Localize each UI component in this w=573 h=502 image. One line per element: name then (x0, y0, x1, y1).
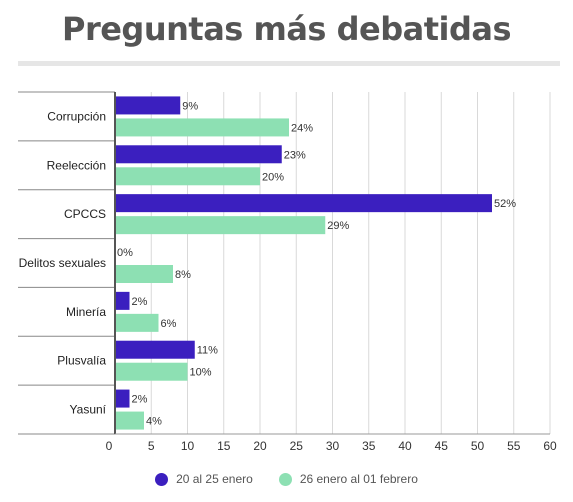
x-tick-label: 50 (471, 439, 485, 453)
bar-series-2 (116, 265, 173, 283)
data-label: 11% (197, 345, 218, 357)
legend-item-series-2[interactable]: 26 enero al 01 febrero (278, 472, 418, 486)
x-tick-label: 0 (106, 439, 113, 453)
category-label: Minería (66, 305, 106, 319)
x-tick-label: 15 (217, 439, 231, 453)
bar-series-1 (116, 389, 130, 408)
x-tick-label: 10 (181, 439, 195, 453)
bar-series-2 (116, 411, 144, 430)
chart-title: Preguntas más debatidas (61, 10, 512, 48)
legend-label-series-2: 26 enero al 01 febrero (299, 472, 418, 486)
category-label: CPCCS (64, 207, 106, 221)
data-label: 2% (132, 296, 148, 308)
data-label: 2% (132, 394, 148, 406)
chart-legend: 20 al 25 enero 26 enero al 01 febrero (0, 472, 573, 486)
bar-series-1 (116, 291, 130, 310)
legend-swatch-series-2 (278, 472, 292, 486)
title-divider (18, 61, 560, 66)
bar-series-2 (116, 313, 159, 332)
data-label: 4% (146, 416, 162, 428)
bar-chart: 0 5 10 15 20 25 30 35 40 45 50 55 60 Corrupción 9% 24% R… (18, 91, 557, 453)
data-label: 0% (117, 247, 133, 259)
data-label: 8% (175, 269, 191, 281)
data-label: 24% (291, 122, 313, 134)
category-label: Reelección (47, 158, 106, 172)
category-label: Corrupción (47, 109, 106, 123)
x-tick-label: 45 (435, 439, 449, 453)
data-label: 10% (190, 367, 212, 379)
category-label: Yasuní (70, 403, 107, 417)
data-label: 6% (161, 318, 177, 330)
bar-series-1 (116, 194, 492, 213)
x-tick-label: 55 (507, 439, 521, 453)
bar-series-1 (116, 340, 195, 359)
x-tick-label: 35 (362, 439, 376, 453)
x-tick-label: 60 (543, 439, 557, 453)
bar-series-1 (116, 145, 282, 164)
bar-series-2 (116, 216, 326, 235)
bar-series-2 (116, 362, 188, 381)
x-tick-label: 30 (326, 439, 340, 453)
legend-item-series-1[interactable]: 20 al 25 enero (155, 472, 253, 486)
x-tick-label: 5 (148, 439, 155, 453)
legend-label-series-1: 20 al 25 enero (176, 472, 253, 486)
bar-series-2 (116, 167, 260, 186)
category-label: Plusvalía (57, 354, 106, 368)
data-label: 52% (494, 198, 516, 210)
data-label: 9% (182, 100, 198, 112)
data-label: 29% (327, 220, 349, 232)
bar-series-2 (116, 118, 289, 137)
x-tick-label: 20 (253, 439, 267, 453)
x-tick-label: 40 (398, 439, 412, 453)
data-label: 23% (284, 149, 306, 161)
data-label: 20% (262, 171, 284, 183)
bar-series-1 (116, 96, 181, 115)
x-tick-label: 25 (290, 439, 304, 453)
category-label: Delitos sexuales (19, 256, 106, 270)
legend-swatch-series-1 (155, 472, 169, 486)
